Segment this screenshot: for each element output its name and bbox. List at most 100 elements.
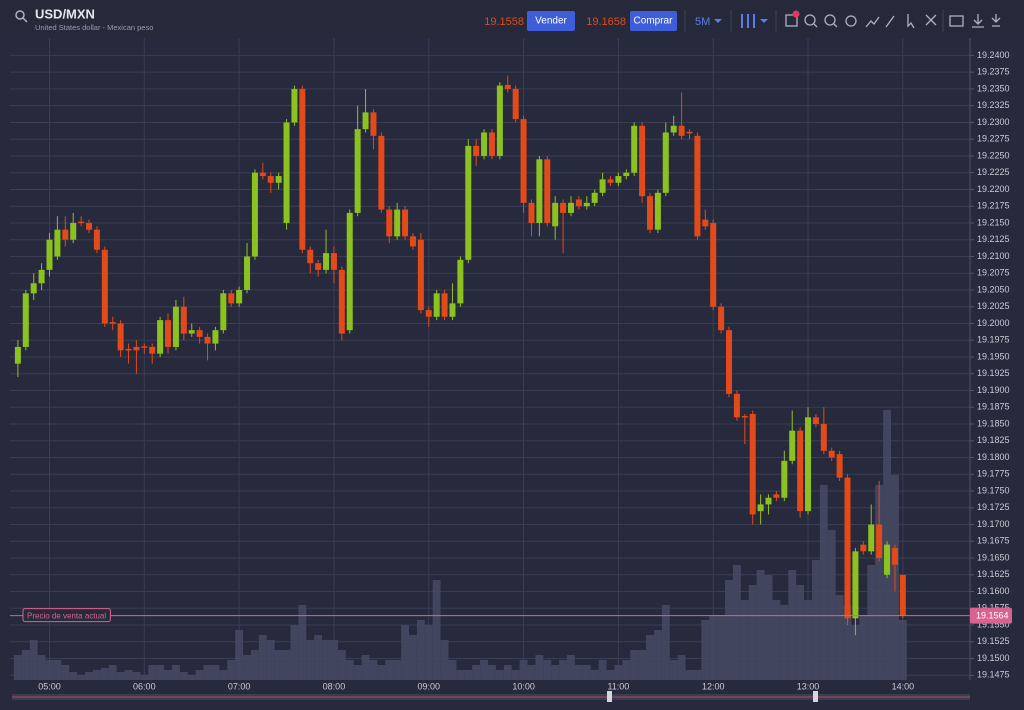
candle-body (370, 112, 377, 136)
volume-bar (590, 670, 599, 680)
y-tick-label: 19.2400 (977, 50, 1010, 60)
volume-bar (732, 565, 741, 680)
y-tick-label: 19.1625 (977, 569, 1010, 579)
volume-bar (740, 600, 749, 680)
volume-bar (669, 660, 678, 680)
candle-body (93, 229, 100, 250)
candle-body (560, 202, 567, 213)
volume-bar (819, 485, 828, 680)
chart-type-caret (760, 19, 768, 23)
x-tick-label: 11:00 (607, 681, 629, 691)
candle-body (710, 222, 717, 307)
candle-body (283, 122, 290, 223)
candle-body (425, 310, 432, 317)
volume-bar (693, 670, 702, 680)
volume-bar (875, 485, 884, 680)
symbol[interactable]: USD/MXN (35, 6, 95, 21)
volume-bar (622, 660, 631, 680)
y-tick-label: 19.2275 (977, 134, 1010, 144)
volume-bar (306, 640, 315, 680)
scrollbar-handle[interactable] (607, 691, 612, 702)
candle-body (678, 125, 685, 136)
candle-body (236, 289, 243, 304)
volume-bar (543, 660, 552, 680)
buy-button-label[interactable]: Comprar (634, 16, 674, 27)
volume-bar (804, 600, 812, 680)
x-tick-label: 13:00 (797, 681, 820, 691)
candle-body (654, 192, 661, 230)
volume-bar (227, 660, 236, 680)
volume-bar (250, 650, 259, 680)
y-tick-label: 19.2000 (977, 318, 1010, 328)
candle-body (599, 179, 606, 193)
volume-bar (788, 570, 797, 680)
candle-body (46, 239, 53, 270)
chart-type-icon[interactable] (741, 14, 755, 28)
volume-bar (527, 665, 536, 680)
candle-body (172, 306, 179, 347)
x-tick-label: 08:00 (323, 681, 346, 691)
candle-body (449, 303, 456, 317)
volume-bar (503, 665, 512, 680)
candle-body (133, 346, 140, 351)
x-tick-label: 10:00 (512, 681, 535, 691)
candle-body (196, 330, 203, 337)
sell-button-label[interactable]: Vender (535, 16, 567, 27)
volume-bar (361, 655, 370, 680)
volume-bar (598, 660, 607, 680)
candle-body (86, 222, 93, 230)
current-price-caption-box (22, 608, 111, 623)
candle-body (488, 132, 495, 156)
volume-bar (77, 675, 86, 680)
candle-body (520, 119, 527, 203)
candle-body (354, 129, 361, 213)
candle-body (38, 269, 45, 284)
buy-button[interactable] (630, 11, 677, 31)
candle-body (639, 125, 646, 197)
y-tick-label: 19.1875 (977, 402, 1010, 412)
candle-body (14, 346, 21, 364)
volume-bar (29, 640, 38, 680)
candle-body (836, 454, 843, 478)
y-tick-label: 19.2225 (977, 167, 1010, 177)
candle-body (109, 322, 116, 324)
x-tick-label: 06:00 (133, 681, 156, 691)
candle-body (820, 424, 827, 451)
candle-body (868, 524, 875, 552)
candle-body (228, 293, 235, 304)
candle-body (741, 415, 748, 418)
volume-bar (21, 650, 30, 680)
volume-bar (898, 620, 907, 680)
volume-bar (630, 650, 639, 680)
volume-bar (393, 660, 402, 680)
candle-body (481, 132, 488, 156)
search-icon[interactable] (15, 10, 25, 20)
volume-bar (511, 670, 520, 680)
candle-body (307, 249, 314, 264)
scrollbar-handle[interactable] (813, 691, 818, 702)
volume-bar (851, 625, 860, 680)
volume-bar (290, 625, 299, 680)
candle-body (323, 253, 330, 270)
candle-body (54, 229, 61, 257)
candle-body (884, 544, 891, 575)
candle-body (623, 172, 630, 177)
volume-bar (211, 665, 220, 680)
volume-bar (653, 630, 662, 680)
volume-bar (187, 675, 196, 680)
current-price-caption: Precio de venta actual (27, 611, 106, 620)
volume-bar (314, 635, 323, 680)
candle-body (812, 417, 819, 425)
volume-bar (13, 655, 22, 680)
volume-bar (780, 605, 789, 680)
volume-bar (495, 670, 504, 680)
timeframe[interactable]: 5M (695, 16, 710, 28)
candle-body (409, 236, 416, 247)
sell-button[interactable] (527, 11, 575, 31)
y-tick-label: 19.1550 (977, 619, 1010, 629)
tool-icons[interactable] (785, 14, 1001, 29)
volume-bar (369, 660, 378, 680)
candle-body (275, 176, 282, 183)
y-tick-label: 19.2025 (977, 301, 1010, 311)
